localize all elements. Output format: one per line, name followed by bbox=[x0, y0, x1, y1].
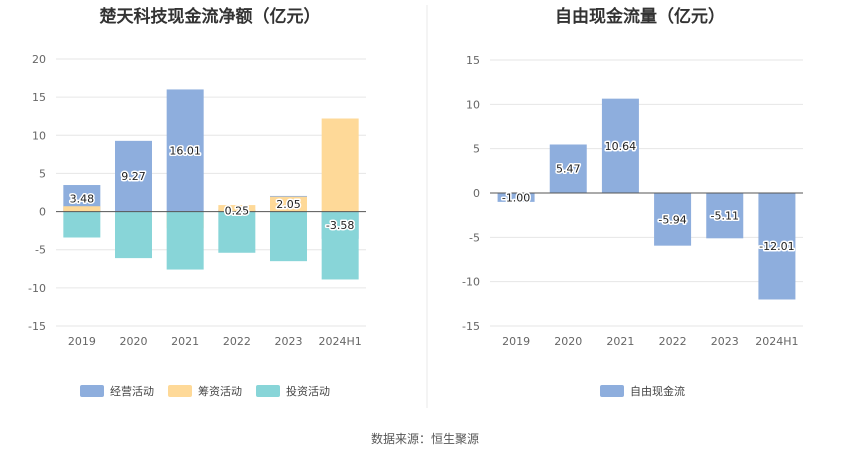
bar-2-2024H1 bbox=[321, 118, 359, 212]
data-label: 9.27 bbox=[121, 170, 146, 183]
y-tick-label: 20 bbox=[32, 53, 46, 66]
bar-3-2022 bbox=[218, 211, 256, 253]
y-tick-label: 0 bbox=[473, 187, 480, 200]
x-tick-label: 2019 bbox=[502, 335, 530, 348]
chart2-bars bbox=[497, 98, 796, 300]
bar-1-2022 bbox=[654, 193, 692, 246]
chart1-data-labels: 3.48 9.27 16.01 0.25 2.05 -3.58 bbox=[68, 143, 356, 234]
bar-1-2019 bbox=[497, 193, 535, 202]
chart2-title: 自由现金流量（亿元） bbox=[555, 6, 725, 27]
bar-3-2020 bbox=[115, 211, 152, 259]
x-tick-label: 2021 bbox=[171, 335, 199, 348]
data-label: -12.01 bbox=[759, 240, 794, 253]
legend-swatch bbox=[600, 385, 624, 397]
bar-1-2020 bbox=[549, 144, 587, 193]
chart1-x-axis: 2019 2020 2021 2022 2023 2024H1 bbox=[68, 335, 362, 348]
y-tick-label: 15 bbox=[32, 91, 46, 104]
bar-1-2024H1 bbox=[758, 193, 796, 300]
legend-label[interactable]: 自由现金流 bbox=[630, 384, 685, 398]
legend-label[interactable]: 经营活动 bbox=[110, 384, 154, 398]
data-label: -1.00 bbox=[502, 191, 530, 204]
data-label: 16.01 bbox=[169, 145, 201, 158]
y-tick-label: 15 bbox=[466, 54, 480, 67]
data-label: -5.11 bbox=[711, 210, 739, 223]
y-tick-label: -10 bbox=[462, 276, 480, 289]
y-tick-label: 5 bbox=[473, 143, 480, 156]
x-tick-label: 2024H1 bbox=[319, 335, 362, 348]
chart2-gridlines bbox=[490, 59, 803, 327]
y-tick-label: -5 bbox=[469, 231, 480, 244]
legend-label[interactable]: 筹资活动 bbox=[198, 384, 242, 398]
bar-1-2023 bbox=[706, 193, 744, 239]
y-tick-label: 10 bbox=[466, 98, 480, 111]
data-label: 3.48 bbox=[70, 192, 95, 205]
y-tick-label: -15 bbox=[28, 320, 46, 333]
bar-2-2023 bbox=[270, 196, 307, 212]
x-tick-label: 2019 bbox=[68, 335, 96, 348]
data-label: 10.64 bbox=[605, 140, 637, 153]
x-tick-label: 2023 bbox=[275, 335, 303, 348]
chart2-legend: 自由现金流 bbox=[600, 384, 685, 398]
bar-1-2020 bbox=[115, 140, 152, 212]
legend-label[interactable]: 投资活动 bbox=[286, 384, 330, 398]
bar-3-2024H1 bbox=[321, 211, 359, 280]
chart1-gridlines bbox=[56, 58, 366, 327]
bar-2-2019 bbox=[63, 206, 101, 212]
y-tick-label: -15 bbox=[462, 320, 480, 333]
bar-1-2021 bbox=[166, 89, 204, 212]
y-tick-label: 10 bbox=[32, 129, 46, 142]
bar-3-2021 bbox=[166, 211, 204, 270]
legend-swatch bbox=[80, 385, 104, 397]
x-tick-label: 2021 bbox=[606, 335, 634, 348]
data-label: -3.58 bbox=[326, 219, 354, 232]
x-tick-label: 2020 bbox=[120, 335, 148, 348]
y-tick-label: -5 bbox=[35, 244, 46, 257]
y-tick-label: -10 bbox=[28, 282, 46, 295]
x-tick-label: 2022 bbox=[223, 335, 251, 348]
legend-swatch bbox=[168, 385, 192, 397]
y-tick-label: 0 bbox=[39, 206, 46, 219]
bar-3-2023 bbox=[270, 211, 307, 262]
data-label: -5.94 bbox=[658, 213, 686, 226]
legend-swatch bbox=[256, 385, 280, 397]
chart2-y-axis: 15 10 5 0 -5 -10 -15 bbox=[462, 54, 480, 333]
data-label: 5.47 bbox=[556, 163, 581, 176]
bar-1-2021 bbox=[601, 98, 639, 193]
data-label: 2.05 bbox=[276, 198, 301, 211]
chart1-y-axis: 20 15 10 5 0 -5 -10 -15 bbox=[28, 53, 46, 333]
data-label: 0.25 bbox=[225, 205, 250, 218]
bar-3-2019 bbox=[63, 211, 101, 238]
chart1-bars bbox=[63, 89, 359, 280]
chart1-legend: 经营活动 筹资活动 投资活动 bbox=[80, 384, 330, 398]
x-tick-label: 2023 bbox=[711, 335, 739, 348]
x-tick-label: 2024H1 bbox=[755, 335, 798, 348]
y-tick-label: 5 bbox=[39, 167, 46, 180]
net-cash-flow-chart: 楚天科技现金流净额（亿元） 20 15 10 5 0 -5 -10 -15 3.48 9.27 1… bbox=[28, 6, 366, 398]
x-tick-label: 2020 bbox=[554, 335, 582, 348]
data-source: 数据来源：恒生聚源 bbox=[371, 431, 479, 446]
bar-2-2022 bbox=[218, 205, 256, 212]
chart1-title: 楚天科技现金流净额（亿元） bbox=[100, 6, 321, 27]
chart2-data-labels: -1.00 5.47 10.64 -5.94 -5.11 -12.01 bbox=[500, 138, 796, 254]
x-tick-label: 2022 bbox=[659, 335, 687, 348]
chart2-x-axis: 2019 2020 2021 2022 2023 2024H1 bbox=[502, 335, 798, 348]
free-cash-flow-chart: 自由现金流量（亿元） 15 10 5 0 -5 -10 -15 -1.00 5.47 10.64… bbox=[462, 6, 803, 398]
